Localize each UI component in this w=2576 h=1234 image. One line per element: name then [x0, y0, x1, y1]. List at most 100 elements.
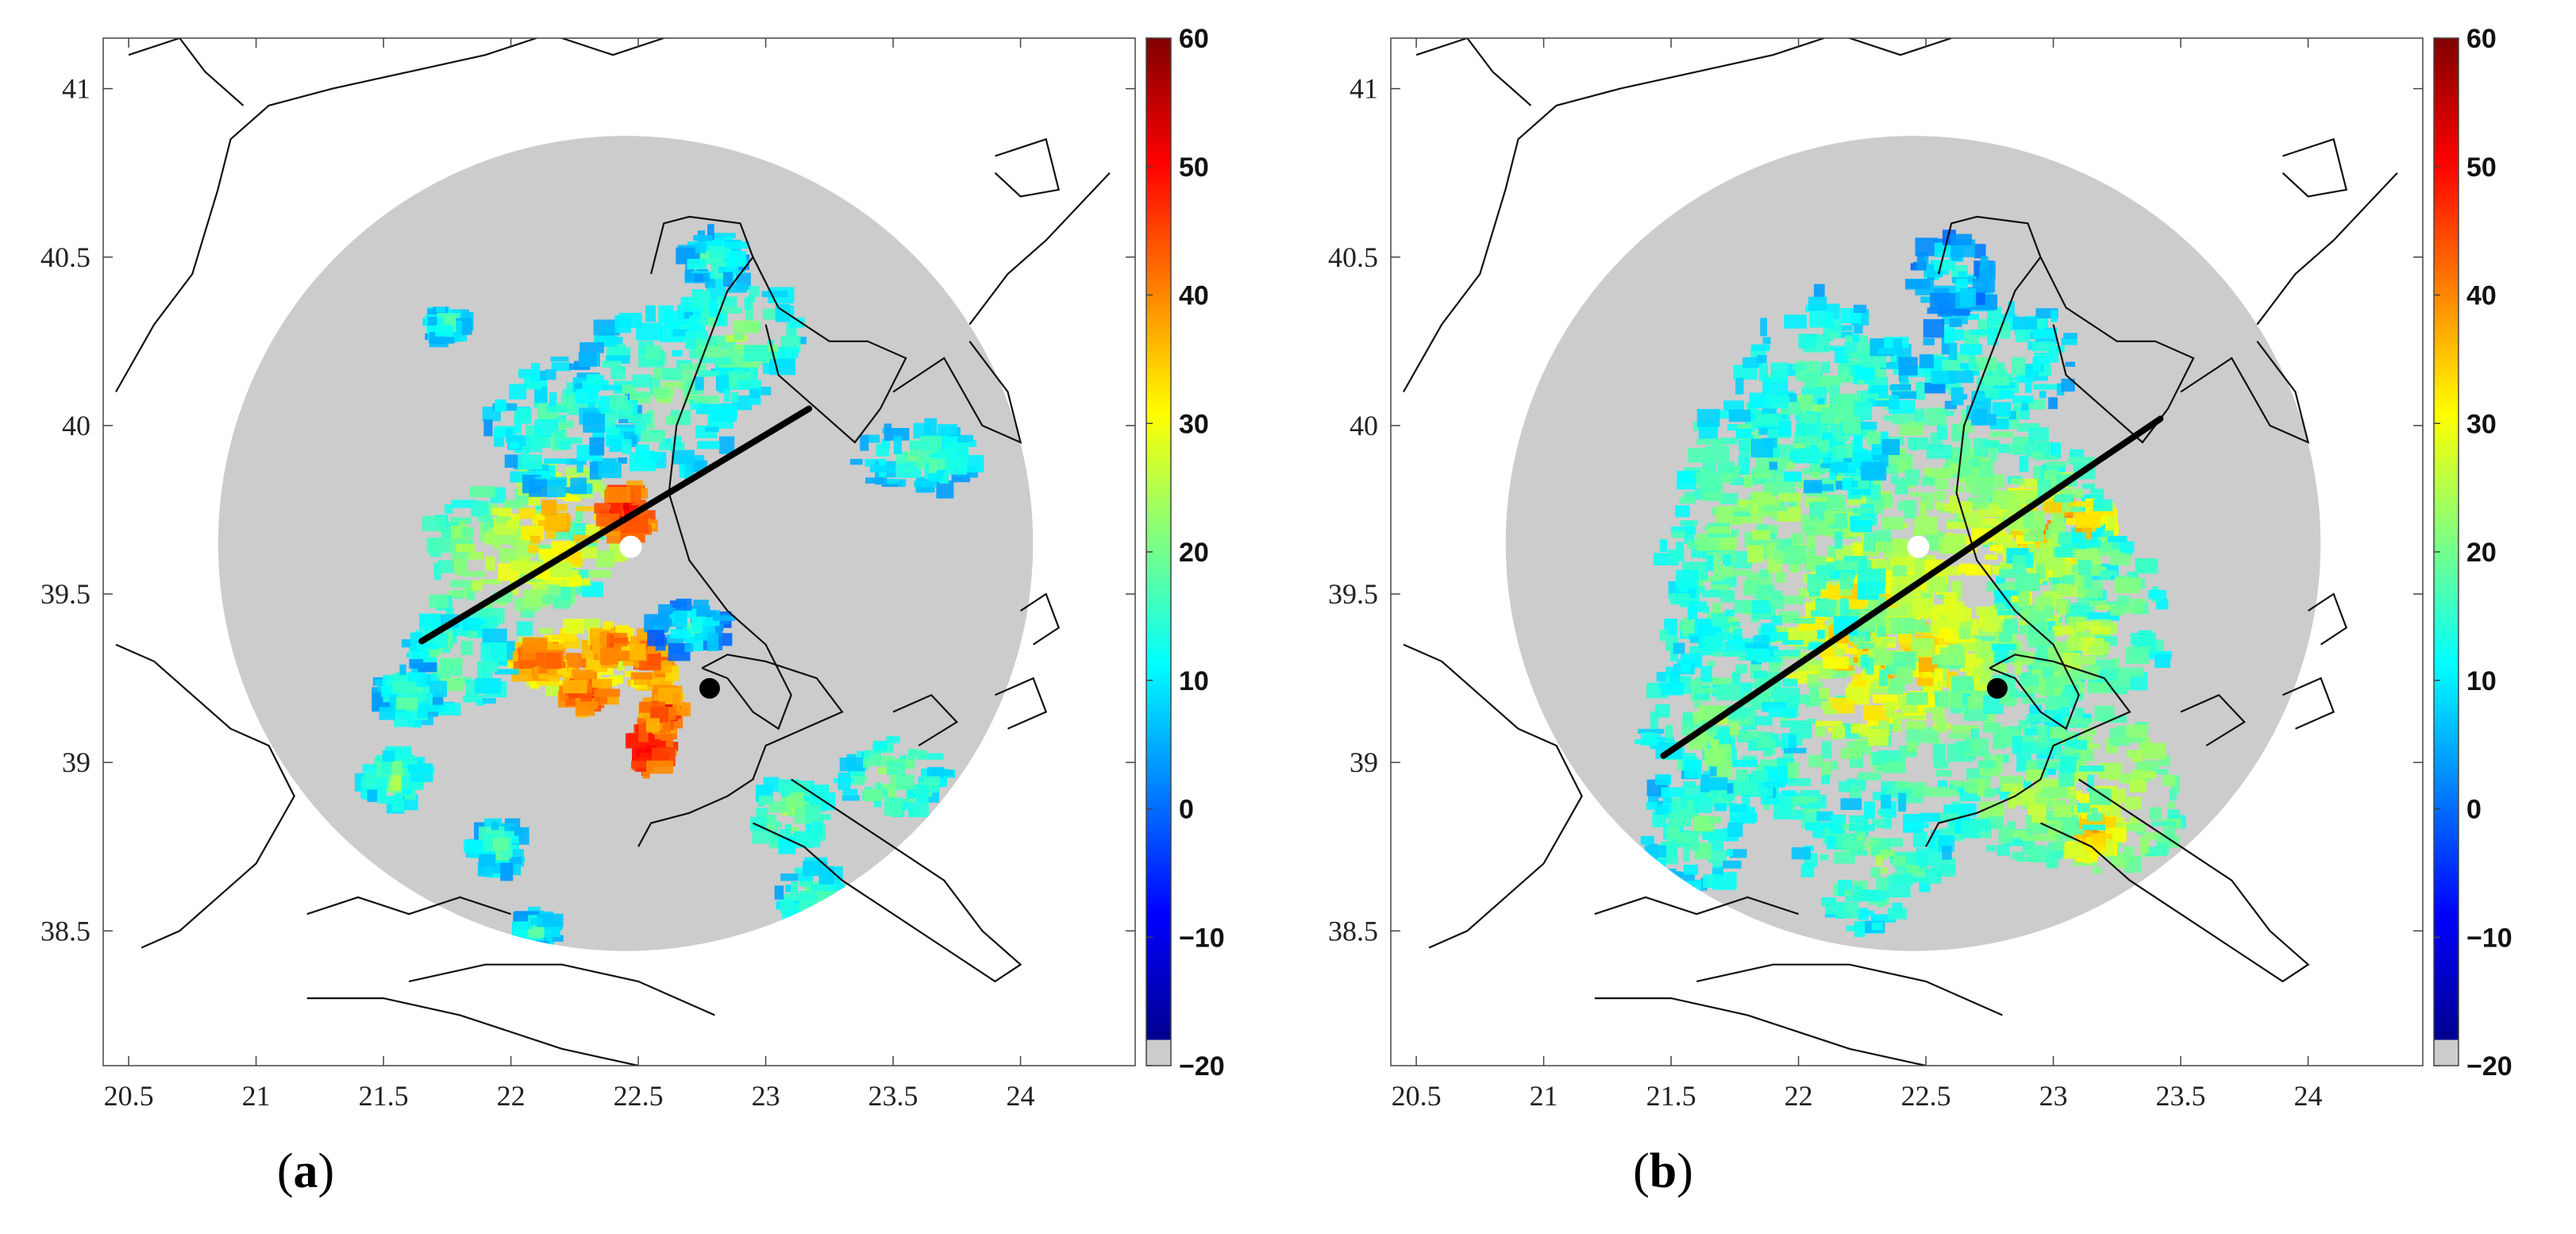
- echo-pixel: [1683, 846, 1690, 862]
- colorbar-tick-label: 30: [2466, 409, 2497, 439]
- echo-pixel: [1712, 602, 1722, 622]
- echo-pixel: [2053, 688, 2062, 696]
- echo-pixel: [609, 395, 629, 411]
- echo-pixel: [860, 434, 869, 451]
- echo-pixel: [2024, 742, 2031, 750]
- echo-pixel: [2034, 352, 2055, 359]
- colorbar-nodata-swatch: [1146, 1039, 1171, 1066]
- echo-pixel: [1952, 485, 1963, 493]
- echo-pixel: [1782, 639, 1804, 646]
- echo-pixel: [780, 873, 799, 881]
- echo-pixel: [1830, 814, 1846, 834]
- echo-pixel: [2096, 806, 2112, 812]
- echo-pixel: [1757, 354, 1767, 364]
- echo-pixel: [1926, 533, 1938, 547]
- coastlines: [115, 38, 1111, 1066]
- echo-pixel: [2060, 669, 2081, 685]
- echo-pixel: [1668, 593, 1690, 600]
- echo-pixel: [1831, 761, 1839, 770]
- echo-pixel: [2009, 654, 2025, 661]
- echo-pixel: [2139, 836, 2150, 854]
- echo-pixel: [2103, 530, 2114, 538]
- echo-pixel: [922, 776, 941, 785]
- echo-pixel: [1948, 370, 1974, 384]
- colorbar-tick-label: 20: [2466, 538, 2497, 568]
- echo-pixel: [897, 479, 907, 487]
- echo-pixel: [1885, 638, 1896, 643]
- echo-pixel: [1792, 796, 1809, 805]
- echo-pixel: [1742, 580, 1758, 596]
- echo-pixel: [1827, 477, 1853, 484]
- echo-pixel: [1890, 475, 1899, 484]
- echo-pixel: [1720, 590, 1735, 603]
- echo-pixel: [2089, 600, 2106, 607]
- echo-pixel: [1787, 762, 1799, 779]
- echo-pixel: [507, 654, 524, 662]
- echo-pixel: [1809, 311, 1835, 328]
- echo-pixel: [2027, 427, 2049, 442]
- echo-pixel: [1770, 362, 1789, 376]
- echo-pixel: [1690, 836, 1700, 851]
- echo-pixel: [1768, 457, 1789, 464]
- echo-pixel: [805, 804, 822, 823]
- echo-pixel: [707, 224, 714, 241]
- echo-pixel: [2008, 301, 2015, 317]
- echo-pixel: [565, 458, 587, 465]
- coastline-path: [128, 38, 245, 106]
- echo-pixel: [794, 831, 821, 848]
- echo-pixel: [1659, 629, 1668, 642]
- echo-pixel: [1870, 513, 1877, 526]
- echo-pixel: [1936, 425, 1948, 440]
- echo-pixel: [520, 608, 535, 618]
- echo-pixel: [1972, 278, 1996, 293]
- echo-pixel: [2050, 442, 2062, 459]
- echo-pixel: [2031, 511, 2046, 530]
- echo-pixel: [1659, 539, 1668, 553]
- echo-pixel: [1983, 440, 2000, 448]
- echo-pixel: [462, 586, 478, 592]
- echo-pixel: [778, 347, 799, 359]
- echo-pixel: [506, 428, 514, 442]
- echo-pixel: [2097, 542, 2113, 553]
- coastline-path: [408, 963, 715, 1016]
- echo-pixel: [2047, 697, 2071, 708]
- echo-pixel: [1640, 732, 1657, 746]
- echo-pixel: [2043, 605, 2054, 619]
- echo-pixel: [2074, 743, 2100, 749]
- echo-pixel: [2062, 495, 2069, 512]
- echo-pixel: [1943, 534, 1965, 554]
- echo-pixel: [1731, 817, 1740, 825]
- echo-pixel: [394, 711, 415, 727]
- echo-pixel: [1695, 688, 1717, 694]
- echo-pixel: [702, 617, 720, 627]
- echo-pixel: [2121, 604, 2144, 614]
- echo-pixel: [641, 430, 666, 442]
- echo-pixel: [1869, 836, 1877, 846]
- echo-pixel: [2053, 662, 2063, 670]
- echo-pixel: [391, 693, 405, 701]
- echo-pixel: [1787, 778, 1812, 786]
- echo-pixel: [1840, 798, 1862, 811]
- echo-pixel: [1856, 642, 1875, 650]
- echo-pixel: [391, 775, 404, 791]
- echo-pixel: [1727, 706, 1753, 715]
- echo-pixel: [1792, 809, 1804, 820]
- echo-pixel: [1762, 781, 1786, 788]
- echo-pixel: [1971, 414, 1996, 426]
- echo-pixel: [545, 512, 567, 530]
- echo-pixel: [1727, 822, 1743, 838]
- echo-pixel: [2087, 646, 2101, 653]
- echo-pixel: [1838, 561, 1858, 574]
- echo-pixel: [578, 654, 587, 668]
- echo-pixel: [2081, 483, 2095, 489]
- echo-pixel: [1768, 708, 1795, 718]
- echo-pixel: [1711, 613, 1727, 627]
- echo-pixel: [1919, 502, 1927, 518]
- echo-pixel: [538, 414, 556, 422]
- echo-pixel: [1755, 413, 1782, 426]
- echo-pixel: [895, 774, 914, 790]
- echo-pixel: [670, 629, 691, 639]
- echo-pixel: [1797, 477, 1807, 489]
- echo-pixel: [1990, 445, 1997, 462]
- echo-pixel: [1862, 705, 1889, 721]
